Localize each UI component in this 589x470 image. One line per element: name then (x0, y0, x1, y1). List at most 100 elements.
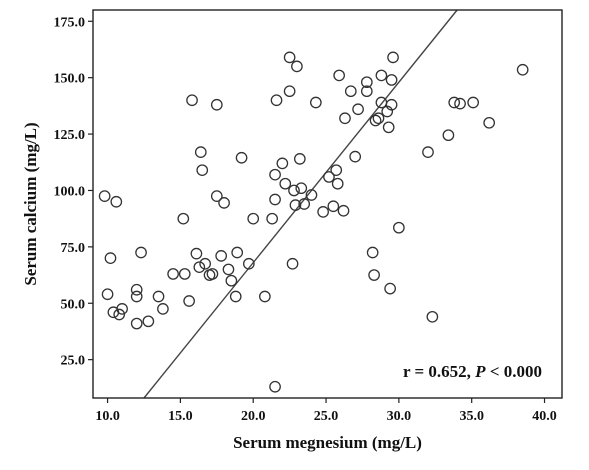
x-tick-label: 25.0 (314, 409, 339, 424)
data-point (393, 221, 405, 234)
data-point (177, 212, 190, 225)
y-axis-ticks: 25.0 50.0 75.0 100.0 125.0 150.0 175.0 (54, 15, 93, 369)
data-point (426, 310, 439, 323)
data-point (368, 269, 380, 281)
data-point (269, 193, 281, 206)
x-tick-label: 15.0 (168, 409, 193, 424)
data-point (333, 69, 346, 82)
data-point (206, 268, 219, 280)
plot-frame (92, 9, 563, 399)
data-point (235, 151, 248, 164)
data-point (323, 171, 335, 183)
data-point (385, 98, 398, 111)
data-point (382, 121, 395, 134)
data-point (283, 51, 296, 64)
data-point (309, 96, 322, 109)
data-point (130, 290, 143, 303)
y-tick-label: 125.0 (54, 128, 86, 143)
data-point (157, 303, 169, 315)
correlation-annotation: r = 0.652, P < 0.000 (403, 362, 542, 381)
data-point (331, 177, 344, 190)
data-point (242, 257, 255, 270)
data-point (339, 112, 351, 125)
data-point (448, 96, 461, 109)
data-point (330, 164, 343, 177)
data-point (375, 69, 388, 82)
data-point (229, 290, 242, 303)
data-point (190, 247, 203, 260)
data-point (218, 197, 230, 209)
data-point (352, 103, 364, 116)
data-point (199, 257, 212, 270)
data-point (483, 116, 496, 129)
data-point (178, 268, 191, 280)
data-point (293, 153, 306, 165)
data-point (215, 250, 228, 262)
data-point (279, 177, 292, 190)
y-tick-label: 150.0 (54, 72, 86, 87)
data-point (270, 94, 283, 107)
data-point (360, 85, 373, 98)
data-point (135, 246, 147, 259)
data-point (247, 212, 260, 225)
y-tick-label: 100.0 (54, 184, 86, 199)
data-point (467, 96, 480, 109)
data-point (269, 380, 281, 393)
data-point (167, 268, 179, 280)
data-point (113, 308, 126, 321)
x-tick-label: 10.0 (95, 409, 120, 424)
data-points-layer (98, 51, 529, 393)
x-tick-label: 40.0 (532, 409, 557, 424)
data-point (259, 290, 271, 303)
data-point (385, 74, 398, 86)
data-point (210, 190, 223, 202)
data-point (142, 315, 155, 328)
x-axis-ticks: 10.0 15.0 20.0 25.0 30.0 35.0 40.0 (95, 398, 557, 424)
data-point (283, 85, 296, 98)
y-tick-label: 175.0 (54, 15, 86, 30)
data-point (384, 282, 396, 295)
x-tick-label: 30.0 (387, 409, 412, 424)
data-point (372, 112, 385, 125)
data-point (276, 157, 289, 170)
data-point (130, 317, 143, 330)
data-point (349, 150, 362, 163)
data-point (186, 94, 198, 107)
data-point (222, 263, 235, 276)
data-point (327, 200, 340, 213)
data-point (104, 252, 117, 264)
data-point (101, 288, 114, 301)
x-tick-label: 35.0 (459, 409, 484, 424)
data-point (298, 198, 311, 210)
data-point (289, 199, 302, 211)
data-point (98, 190, 111, 202)
data-point (366, 246, 379, 259)
data-point (210, 98, 223, 111)
x-tick-label: 20.0 (241, 409, 266, 424)
data-point (288, 184, 300, 197)
data-point (116, 303, 128, 315)
data-point (183, 295, 195, 307)
y-tick-label: 75.0 (61, 241, 86, 256)
data-point (454, 97, 466, 110)
data-point (317, 206, 329, 218)
data-point (516, 63, 529, 76)
data-point (295, 182, 308, 195)
y-axis-title: Serum calcium (mg/L) (21, 122, 40, 285)
data-point (130, 283, 143, 296)
data-point (269, 168, 281, 181)
data-point (442, 129, 455, 142)
data-point (231, 246, 244, 259)
data-point (360, 76, 373, 89)
data-point (225, 274, 238, 287)
data-point (193, 261, 206, 274)
data-point (369, 114, 382, 127)
data-point (152, 290, 165, 303)
data-point (305, 189, 318, 201)
data-point (291, 60, 303, 73)
data-point (337, 204, 350, 217)
data-point (387, 51, 399, 64)
y-tick-label: 50.0 (61, 297, 86, 312)
data-point (196, 164, 209, 177)
